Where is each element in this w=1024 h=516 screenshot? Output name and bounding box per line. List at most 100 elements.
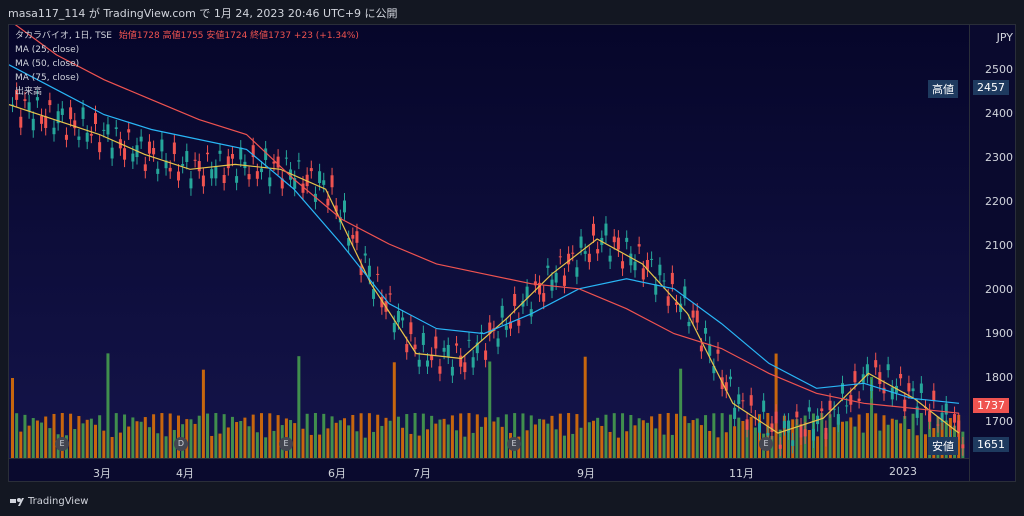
volume-bar xyxy=(488,361,492,458)
volume-bar xyxy=(670,434,674,458)
candle-body xyxy=(177,171,180,181)
volume-bar xyxy=(525,430,529,458)
volume-bar xyxy=(210,435,214,458)
candle-body xyxy=(766,432,770,436)
candle-body xyxy=(911,388,915,392)
legend-symbol: タカラバイオ, 1日, TSE xyxy=(15,31,112,41)
volume-bar xyxy=(60,413,64,458)
candle-body xyxy=(102,129,106,131)
low-value-badge: 1651 xyxy=(973,437,1009,452)
candle-body xyxy=(152,148,156,155)
candle-body xyxy=(961,444,965,449)
volume-bar xyxy=(106,353,110,458)
y-tick: 2300 xyxy=(985,151,1013,164)
event-marker[interactable]: E xyxy=(507,437,521,451)
ma50-line xyxy=(8,64,960,404)
candle-body xyxy=(185,151,189,162)
volume-bar xyxy=(44,416,48,458)
volume-bar xyxy=(40,422,44,458)
volume-bar xyxy=(189,419,193,458)
candle-body xyxy=(334,205,338,212)
candle-body xyxy=(85,132,89,142)
candle-body xyxy=(928,411,932,422)
candle-body xyxy=(504,325,508,330)
volume-bar xyxy=(899,423,903,458)
candle-body xyxy=(372,289,376,299)
event-marker[interactable]: D xyxy=(174,437,188,451)
event-marker[interactable]: E xyxy=(759,437,773,451)
volume-bar xyxy=(152,414,156,458)
volume-bar xyxy=(102,430,106,458)
legend-ma75[interactable]: MA (75, close) xyxy=(15,73,80,83)
candle-body xyxy=(662,280,666,282)
volume-bar xyxy=(878,430,882,458)
volume-bar xyxy=(94,424,97,458)
x-tick: 3月 xyxy=(93,467,111,480)
volume-bar xyxy=(131,417,135,458)
volume-bar xyxy=(118,432,122,458)
volume-bar xyxy=(841,421,844,458)
candle-body xyxy=(612,236,616,243)
volume-bar xyxy=(675,413,678,458)
candle-body xyxy=(239,147,243,160)
legend-volume[interactable]: 出来高 xyxy=(15,87,43,97)
volume-bar xyxy=(343,418,346,458)
volume-bar xyxy=(401,427,405,458)
candle-body xyxy=(284,157,288,159)
candle-body xyxy=(853,371,857,383)
y-tick: 1800 xyxy=(985,371,1013,384)
candle-body xyxy=(799,425,803,438)
volume-bar xyxy=(413,413,417,458)
candle-body xyxy=(687,321,691,327)
candle-body xyxy=(164,160,168,169)
x-tick: 11月 xyxy=(729,467,754,480)
volume-bar xyxy=(276,415,280,458)
candle-body xyxy=(309,168,313,172)
volume-bar xyxy=(575,414,579,458)
candle-body xyxy=(189,178,193,189)
candle-body xyxy=(596,249,600,254)
volume-bar xyxy=(230,416,234,458)
volume-bar xyxy=(513,413,517,458)
volume-bar xyxy=(919,413,923,458)
candle-body xyxy=(293,178,297,189)
tradingview-logo[interactable]: TradingView xyxy=(10,496,88,507)
candle-body xyxy=(870,386,874,391)
volume-bar xyxy=(89,418,93,458)
volume-bar xyxy=(442,418,446,458)
time-axis[interactable]: 3月 4月 6月 7月 9月 11月 2023 xyxy=(9,458,969,483)
candle-body xyxy=(529,309,533,317)
candle-body xyxy=(525,286,529,299)
volume-bar xyxy=(206,413,210,458)
y-tick: 2400 xyxy=(985,107,1013,120)
candle-body xyxy=(828,400,832,411)
volume-bar xyxy=(849,417,853,458)
volume-bar xyxy=(338,420,342,458)
volume-bar xyxy=(865,413,869,458)
candle-body xyxy=(488,322,492,334)
y-tick: 2000 xyxy=(985,283,1013,296)
candle-body xyxy=(666,296,670,306)
legend-ma50[interactable]: MA (50, close) xyxy=(15,59,80,69)
volume-bar xyxy=(583,356,587,458)
candle-body xyxy=(172,142,176,155)
volume-bar xyxy=(874,413,878,458)
candle-body xyxy=(330,175,334,188)
candle-body xyxy=(708,343,712,356)
legend-ohlc: 始値1728 高値1755 安値1724 終値1737 +23 (+1.34%) xyxy=(118,31,359,41)
volume-bar xyxy=(23,414,27,458)
legend-ma25[interactable]: MA (25, close) xyxy=(15,45,80,55)
chart-container[interactable]: タカラバイオ, 1日, TSE 始値1728 高値1755 安値1724 終値1… xyxy=(8,19,1017,483)
price-axis[interactable]: JPY 2500 2400 2300 2200 2100 2000 1900 1… xyxy=(969,25,1017,482)
event-marker[interactable]: E xyxy=(279,437,293,451)
plot-area[interactable]: タカラバイオ, 1日, TSE 始値1728 高値1755 安値1724 終値1… xyxy=(8,19,969,458)
candle-body xyxy=(268,177,272,187)
candle-body xyxy=(181,164,185,166)
volume-bar xyxy=(915,435,919,458)
candle-body xyxy=(803,429,807,437)
volume-bar xyxy=(160,413,164,458)
candle-body xyxy=(807,407,811,412)
volume-bar xyxy=(318,434,322,458)
volume-bar xyxy=(164,436,168,458)
event-marker[interactable]: E xyxy=(55,437,69,451)
